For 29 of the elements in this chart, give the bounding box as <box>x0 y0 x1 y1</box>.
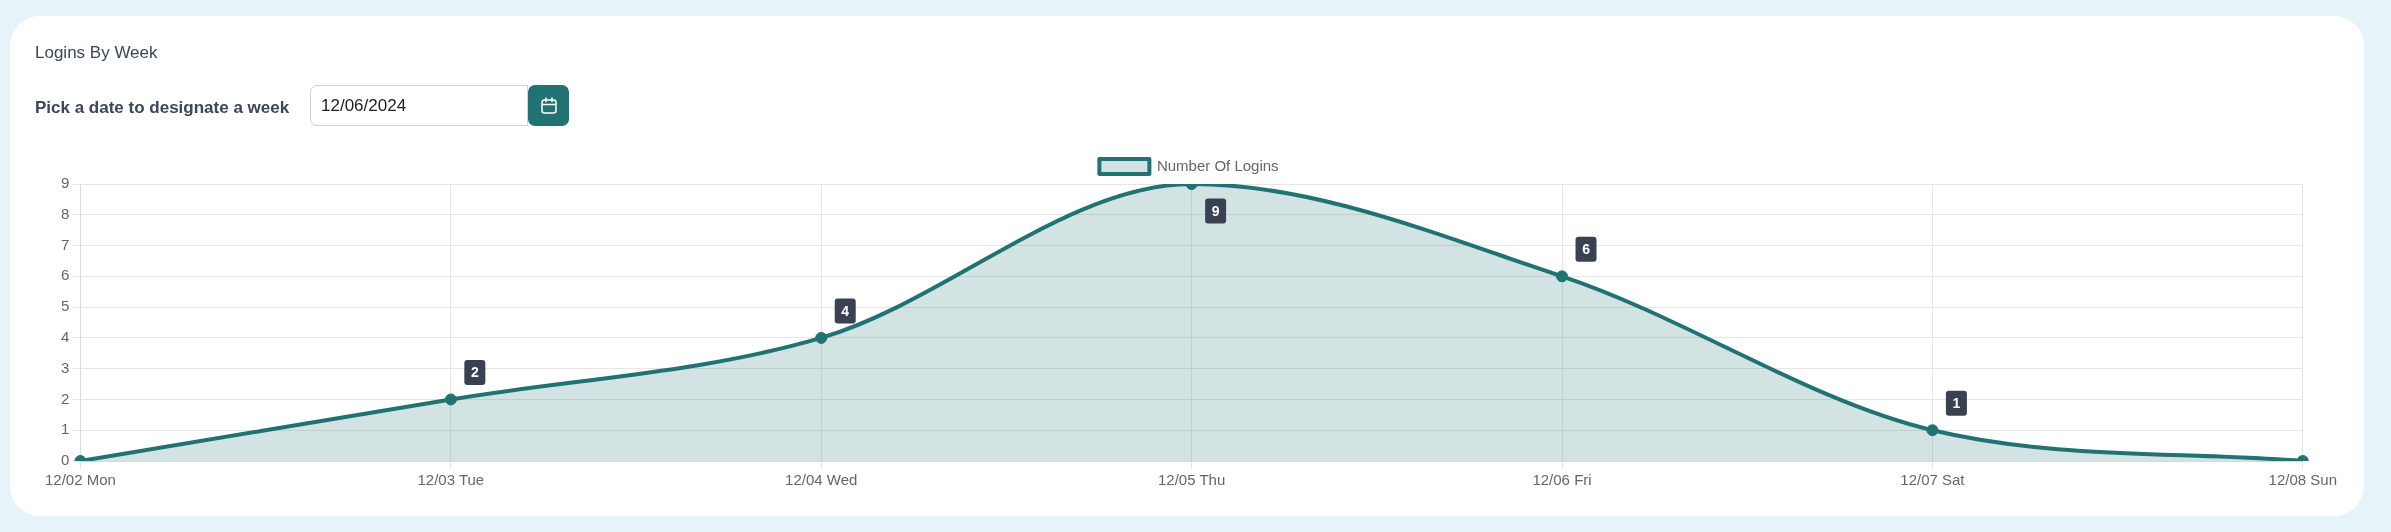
x-tick-label: 12/07 Sat <box>1900 471 1966 489</box>
y-tick-label: 7 <box>61 235 70 253</box>
date-field: 12/06/2024 <box>310 85 528 126</box>
legend-label: Number Of Logins <box>1156 156 1279 174</box>
data-label: 2 <box>470 364 479 381</box>
chart-title: Logins By Week <box>35 42 158 64</box>
data-label: 6 <box>1582 241 1591 258</box>
x-tick-label: 12/02 Mon <box>45 471 116 489</box>
data-label: 1 <box>1952 395 1961 412</box>
x-tick-label: 12/03 Tue <box>417 471 485 489</box>
point <box>1556 270 1569 283</box>
y-tick-label: 5 <box>61 297 70 315</box>
x-tick-label: 12/08 Sun <box>2268 471 2338 489</box>
y-tick-label: 6 <box>61 266 70 284</box>
y-tick-label: 2 <box>61 389 70 407</box>
y-tick-label: 9 <box>61 174 70 192</box>
y-tick-label: 3 <box>61 358 70 376</box>
x-tick-label: 12/05 Thu <box>1157 471 1226 489</box>
y-tick-label: 4 <box>61 328 70 346</box>
text: Pick a date to designate a week <box>35 97 290 119</box>
x-tick-label: 12/04 Wed <box>785 471 858 489</box>
point <box>815 331 828 344</box>
x-tick-label: 12/06 Fri <box>1532 471 1592 489</box>
data-label: 9 <box>1211 202 1220 219</box>
y-tick-label: 1 <box>61 420 70 438</box>
point <box>444 393 457 406</box>
y-tick-label: 0 <box>61 451 70 469</box>
y-tick-label: 8 <box>61 204 70 222</box>
data-label: 4 <box>841 302 850 319</box>
